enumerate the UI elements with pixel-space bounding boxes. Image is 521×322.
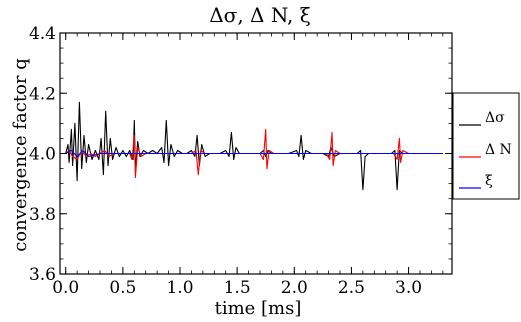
x-tick-label: 0.5 (109, 278, 136, 298)
y-tick-label: 3.6 (29, 265, 56, 285)
chart-title: Δσ, Δ N, ξ (209, 3, 311, 27)
x-tick-label: 1.0 (166, 278, 193, 298)
x-tick-label: 3.0 (395, 278, 422, 298)
y-tick-label: 4.0 (29, 145, 56, 165)
x-tick-label: 2.0 (281, 278, 308, 298)
x-tick-label: 2.5 (338, 278, 365, 298)
legend-label-0: Δσ (485, 110, 505, 126)
series-line-0 (65, 101, 443, 191)
y-tick-label: 4.2 (29, 84, 56, 104)
legend-label-2: ξ (485, 173, 493, 189)
legend-box (452, 92, 520, 200)
legend-label-1: Δ N (485, 142, 512, 158)
axis-ticks: 0.0 0.5 1.0 1.5 2.0 2.5 3.0 3.6 3.8 4.0 4.2 4.4 (29, 24, 452, 298)
series-group (65, 101, 443, 191)
y-axis-label: convergence factor q (10, 58, 31, 252)
x-tick-label: 1.5 (224, 278, 251, 298)
x-axis-label: time [ms] (215, 298, 302, 319)
plot-area (59, 32, 453, 275)
y-tick-label: 3.8 (29, 205, 56, 225)
y-tick-label: 4.4 (29, 24, 56, 44)
legend: Δσ Δ N ξ (452, 92, 520, 200)
series-line-2 (65, 149, 443, 158)
x-tick-label: 0.0 (52, 278, 79, 298)
